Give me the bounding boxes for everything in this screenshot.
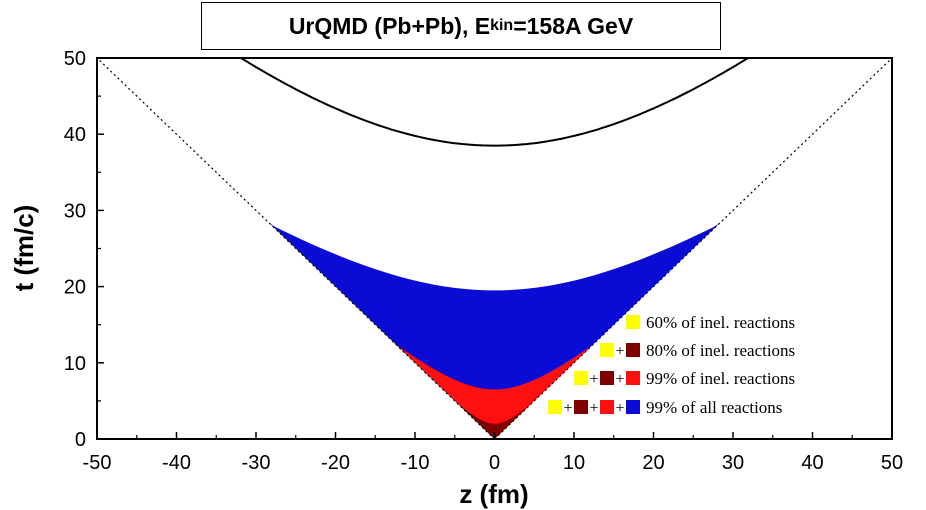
x-tick-label: -40	[162, 452, 191, 474]
y-tick-label: 30	[64, 200, 86, 222]
legend-swatch	[600, 371, 614, 385]
reaction-regions	[97, 58, 892, 439]
x-tick-label: -50	[83, 452, 112, 474]
y-tick-label: 0	[75, 429, 86, 451]
title-suffix: =158A GeV	[513, 12, 634, 39]
x-tick-label: 0	[489, 452, 500, 474]
legend-swatch	[574, 371, 588, 385]
title-subscript: kin	[490, 17, 514, 34]
x-tick-label: -10	[401, 452, 430, 474]
legend-swatch	[600, 400, 614, 414]
legend-plus: +	[589, 371, 598, 388]
hyperbola-curve	[238, 58, 751, 147]
title-prefix: UrQMD (Pb+Pb), E	[288, 12, 491, 39]
x-tick-label: 20	[642, 452, 664, 474]
x-tick-label: 40	[801, 452, 823, 474]
legend-plus: +	[615, 343, 624, 360]
y-tick-label: 40	[64, 124, 86, 146]
region-2	[152, 111, 837, 439]
legend-swatch	[574, 400, 588, 414]
x-tick-label: -30	[242, 452, 271, 474]
x-tick-label: 50	[881, 452, 903, 474]
legend-plus: +	[615, 371, 624, 388]
y-tick-label: 10	[64, 353, 86, 375]
hyperbola-group	[238, 58, 751, 147]
legend-plus: +	[563, 400, 572, 417]
light-cone-left	[97, 58, 495, 439]
legend-label: 99% of all reactions	[646, 398, 782, 417]
light-cone-group	[97, 58, 892, 439]
x-axis-label: z (fm)	[459, 479, 528, 509]
legend-swatch	[626, 400, 640, 414]
axis-ticks: -50 -40 -30 -20 -10 0 10 20 30 40 50 0 10 20 30 40 50	[64, 48, 903, 474]
legend-label: 60% of inel. reactions	[646, 313, 795, 332]
legend: 60% of inel. reactions + 80% of inel. reac…	[548, 313, 795, 417]
x-tick-label: 10	[563, 452, 585, 474]
x-tick-label: -20	[321, 452, 350, 474]
legend-plus: +	[615, 400, 624, 417]
legend-swatch	[600, 343, 614, 357]
region-1	[97, 58, 892, 439]
legend-swatch	[626, 343, 640, 357]
legend-swatch	[626, 315, 640, 329]
y-axis-label: t (fm/c)	[9, 205, 39, 292]
y-tick-label: 50	[64, 48, 86, 70]
legend-swatch	[626, 371, 640, 385]
legend-swatch	[548, 400, 562, 414]
legend-label: 80% of inel. reactions	[646, 341, 795, 360]
legend-label: 99% of inel. reactions	[646, 369, 795, 388]
y-tick-label: 20	[64, 277, 86, 299]
light-cone-right	[494, 58, 892, 439]
legend-plus: +	[589, 400, 598, 417]
x-tick-label: 30	[722, 452, 744, 474]
